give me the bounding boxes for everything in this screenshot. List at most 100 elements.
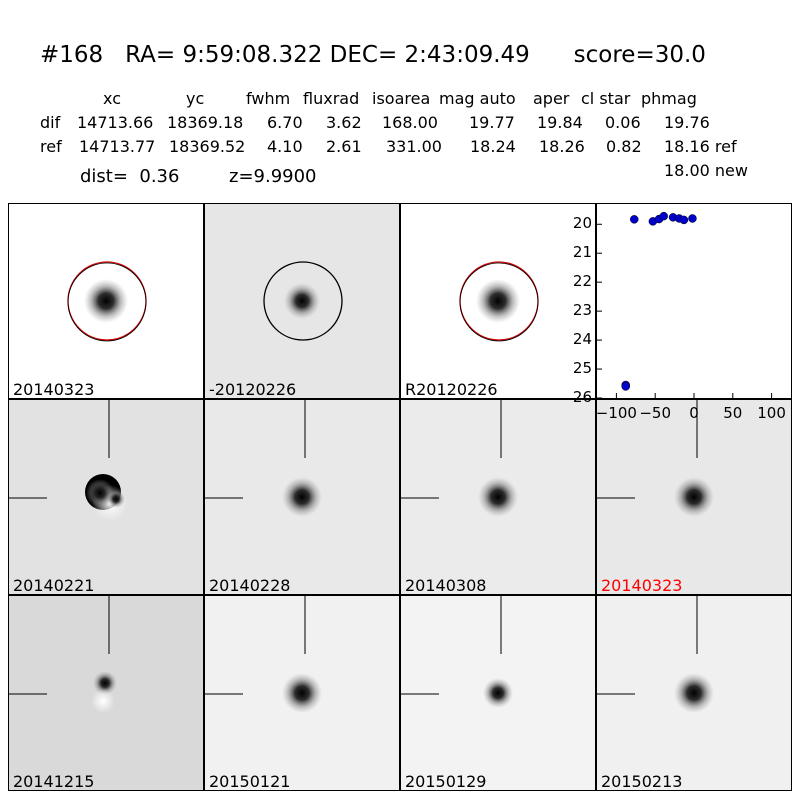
ref-mag-auto: 18.24 (470, 137, 516, 156)
y-tick-label: 22 (572, 272, 592, 291)
dif-xc: 14713.66 (77, 113, 154, 132)
dif-phmag: 19.76 (664, 113, 710, 132)
stamp-image (205, 596, 322, 713)
stamp-panel: 20150121 (204, 595, 400, 791)
source-psf (84, 279, 128, 323)
dif-isoarea: 168.00 (382, 113, 438, 132)
stamp-date-label: R20120226 (405, 380, 498, 399)
aperture-circle (67, 262, 147, 342)
dif-row-label: dif (40, 113, 61, 132)
lightcurve-svg (597, 211, 773, 399)
stamp-date-label: -20120226 (209, 380, 297, 399)
ref-isoarea: 331.00 (386, 137, 442, 156)
stamp-image (67, 261, 147, 342)
col-header-cl-star: cl star (581, 89, 631, 108)
col-header-aper: aper (533, 89, 570, 108)
y-tick-label: 26 (572, 388, 592, 406)
aperture-circle (263, 261, 343, 341)
stamp-date-label: 20140221 (13, 576, 95, 595)
stamp-image (9, 596, 117, 713)
col-header-isoarea: isoarea (372, 89, 431, 108)
ref-yc: 18369.52 (169, 137, 246, 156)
x-tick-label: 100 (757, 404, 786, 422)
lightcurve-plot (596, 203, 792, 399)
stamp-panel: 20140323 (8, 203, 204, 399)
stamp-panel: 20140308 (400, 399, 596, 595)
source-psf (476, 279, 520, 323)
stamp-image (597, 400, 714, 517)
stamp-date-label: 20140228 (209, 576, 291, 595)
col-header-yc: yc (186, 89, 205, 108)
col-header-fluxrad: fluxrad (303, 89, 360, 108)
dif-aper: 19.84 (537, 113, 583, 132)
lightcurve-point (679, 215, 689, 225)
dipole-white (91, 689, 115, 713)
stamp-date-label: 20150213 (601, 772, 683, 791)
dif-fwhm: 6.70 (267, 113, 303, 132)
ref-xc: 14713.77 (79, 137, 156, 156)
y-tick-label: 24 (572, 330, 592, 349)
stamp-panel: R20120226 (400, 203, 596, 399)
x-tick-label: 50 (723, 404, 743, 422)
lightcurve-point (621, 382, 630, 391)
dipole-dark-2 (107, 490, 125, 508)
dif-fluxrad: 3.62 (326, 113, 362, 132)
stamp-date-label: 20140308 (405, 576, 487, 595)
col-header-phmag: phmag (641, 89, 697, 108)
y-tick-label: 23 (572, 301, 592, 320)
source-psf (282, 673, 322, 713)
stamp-image (401, 400, 518, 517)
source-psf (674, 673, 714, 713)
source-psf (674, 477, 714, 517)
ref-aper: 18.26 (539, 137, 585, 156)
source-psf (483, 678, 513, 708)
source-psf (284, 283, 320, 319)
stamp-panel: 20150129 (400, 595, 596, 791)
stamp-image (205, 400, 322, 517)
stamp-date-label: 20140323 (13, 380, 95, 399)
source-psf (282, 477, 322, 517)
dif-cl-star: 0.06 (605, 113, 641, 132)
ref-row-label: ref (40, 137, 62, 156)
aperture-circle (459, 262, 539, 342)
dif-yc: 18369.18 (167, 113, 244, 132)
stamp-panel: -20120226 (204, 203, 400, 399)
stamp-panel: 20141215 (8, 595, 204, 791)
y-tick-label: 25 (572, 359, 592, 378)
lightcurve-point (688, 214, 697, 223)
dipole-dark (93, 671, 117, 695)
stamp-date-label: 20150129 (405, 772, 487, 791)
stamp-panel: 20140228 (204, 399, 400, 595)
x-tick-label: −100 (595, 404, 637, 422)
col-header-xc: xc (103, 89, 121, 108)
stamp-image (597, 596, 714, 713)
stamp-date-label: 20141215 (13, 772, 95, 791)
stamp-panel: 20140221 (8, 399, 204, 595)
ref-fluxrad: 2.61 (326, 137, 362, 156)
lightcurve-point (659, 211, 668, 221)
stamp-panel: 20140323 (596, 399, 792, 595)
stamp-date-label: 20140323 (601, 576, 683, 595)
stamp-panel: 20150213 (596, 595, 792, 791)
stamp-image (401, 596, 513, 708)
source-psf (478, 477, 518, 517)
x-tick-label: 0 (689, 404, 699, 422)
ref-fwhm: 4.10 (267, 137, 303, 156)
dipole-dark (86, 479, 114, 507)
dif-mag-auto: 19.77 (469, 113, 515, 132)
z-value: z=9.9900 (229, 166, 317, 187)
new-mag: 18.00 new (664, 161, 748, 180)
y-tick-label: 21 (572, 243, 592, 262)
stamp-image (9, 400, 128, 521)
ref-cl-star: 0.82 (606, 137, 642, 156)
ref-phmag: 18.16 ref (664, 137, 737, 156)
lightcurve-point (629, 215, 639, 224)
page-title: #168 RA= 9:59:08.322 DEC= 2:43:09.49 sco… (40, 42, 706, 68)
y-tick-label: 20 (572, 214, 592, 233)
x-tick-label: −50 (639, 404, 672, 422)
stamp-image (459, 261, 539, 342)
dist-value: dist= 0.36 (80, 166, 180, 187)
col-header-mag-auto: mag auto (439, 89, 516, 108)
col-header-fwhm: fwhm (246, 89, 291, 108)
stamp-image (263, 261, 343, 341)
